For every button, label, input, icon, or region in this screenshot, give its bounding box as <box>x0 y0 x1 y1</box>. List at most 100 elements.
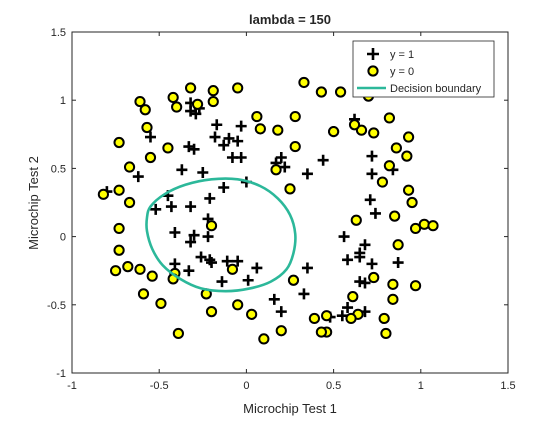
data-point-y0 <box>139 104 151 116</box>
y-tick-label: -1 <box>56 368 66 380</box>
data-point-y1 <box>232 255 244 267</box>
x-tick-label: -1 <box>67 380 77 392</box>
data-point-y0 <box>226 263 239 275</box>
data-point-y1 <box>185 236 197 248</box>
data-point-y1 <box>197 166 209 178</box>
y-tick-label: 1 <box>60 95 66 107</box>
data-point-y0 <box>380 327 392 340</box>
data-point-y1 <box>338 231 350 243</box>
data-point-y0 <box>134 95 146 108</box>
data-point-y0 <box>392 239 404 251</box>
data-point-y1 <box>202 231 214 243</box>
legend-item-y1: y = 1 <box>367 48 414 61</box>
data-point-y0 <box>232 82 244 94</box>
data-point-y1 <box>195 251 207 263</box>
x-tick-label: -0.5 <box>150 380 169 392</box>
data-point-y0 <box>272 124 284 136</box>
data-point-y0 <box>270 164 282 176</box>
data-point-y1 <box>216 276 228 288</box>
data-point-y0 <box>205 220 218 232</box>
legend-label-y0: y = 0 <box>390 66 414 78</box>
legend: y = 1 y = 0 Decision boundary <box>352 40 495 98</box>
data-point-y0 <box>162 142 174 154</box>
data-point-y1 <box>342 302 354 314</box>
data-point-y0 <box>287 274 300 286</box>
data-point-y1 <box>251 262 263 274</box>
data-point-y1 <box>359 277 371 289</box>
legend-item-y0: y = 0 <box>367 65 414 78</box>
data-point-y0 <box>315 326 327 338</box>
data-point-y1 <box>366 258 378 270</box>
y-tick-label: -0.5 <box>47 300 66 312</box>
data-point-y0 <box>347 291 359 303</box>
data-point-y1 <box>354 276 366 288</box>
data-point-y1 <box>235 151 247 163</box>
data-point-y0 <box>137 288 150 300</box>
data-point-y0 <box>390 142 402 154</box>
data-point-y0 <box>289 140 301 153</box>
data-point-y0 <box>246 308 258 320</box>
data-point-y1 <box>183 265 195 277</box>
data-point-y1 <box>336 310 348 322</box>
data-point-y0 <box>146 270 158 282</box>
data-point-y1 <box>221 255 233 267</box>
data-point-y0 <box>427 220 439 232</box>
data-point-y0 <box>207 95 219 108</box>
data-point-y1 <box>275 151 287 163</box>
data-point-y0 <box>284 183 296 195</box>
data-point-y0 <box>205 306 218 318</box>
data-point-y0 <box>191 98 204 110</box>
data-point-y0 <box>383 160 396 172</box>
data-point-y0 <box>368 127 380 139</box>
x-axis-label: Microchip Test 1 <box>243 401 337 416</box>
data-point-y0 <box>232 299 244 311</box>
data-point-y0 <box>113 244 125 256</box>
y-tick-label: 0.5 <box>51 163 66 175</box>
data-point-y1 <box>317 154 329 166</box>
data-point-y1 <box>223 132 235 144</box>
data-point-y0 <box>144 151 157 164</box>
legend-item-boundary: Decision boundary <box>357 83 482 95</box>
data-point-y1 <box>218 139 230 151</box>
data-point-y0 <box>167 91 179 104</box>
x-tick-label: 1.5 <box>500 380 515 392</box>
data-point-y0 <box>251 110 263 123</box>
data-point-y1 <box>242 274 254 286</box>
x-tick-label: 0.5 <box>326 380 341 392</box>
data-point-y0 <box>207 85 219 97</box>
data-point-y1 <box>268 293 280 305</box>
data-point-y0 <box>348 119 361 131</box>
legend-label-boundary: Decision boundary <box>390 83 482 95</box>
data-point-y0 <box>315 86 327 98</box>
data-point-y0 <box>172 327 184 340</box>
data-point-y1 <box>185 201 197 213</box>
data-point-y1 <box>301 262 313 274</box>
data-point-y1 <box>190 108 202 120</box>
data-point-y1 <box>279 161 291 173</box>
data-point-y1 <box>364 194 376 206</box>
data-point-y0 <box>389 210 401 222</box>
data-point-y0 <box>345 312 357 325</box>
data-point-y0 <box>334 86 347 98</box>
data-point-y0 <box>350 214 362 226</box>
data-point-y1 <box>232 135 244 147</box>
data-point-y1 <box>298 288 310 300</box>
data-point-y0 <box>406 196 418 209</box>
data-point-y0 <box>368 271 380 284</box>
data-point-y1 <box>169 258 181 270</box>
data-point-y1 <box>366 150 378 162</box>
data-point-y1 <box>369 207 381 219</box>
legend-label-y1: y = 1 <box>390 49 414 61</box>
data-point-y1 <box>354 247 366 259</box>
data-point-y0 <box>123 196 136 209</box>
data-point-y1 <box>204 192 216 204</box>
data-point-y1 <box>235 120 247 132</box>
data-point-y0 <box>387 293 399 305</box>
legend-circle-marker <box>367 65 379 77</box>
data-point-y0 <box>97 188 109 200</box>
data-point-y0 <box>328 125 340 138</box>
chart-title: lambda = 150 <box>249 12 331 27</box>
data-point-y1 <box>150 203 162 215</box>
